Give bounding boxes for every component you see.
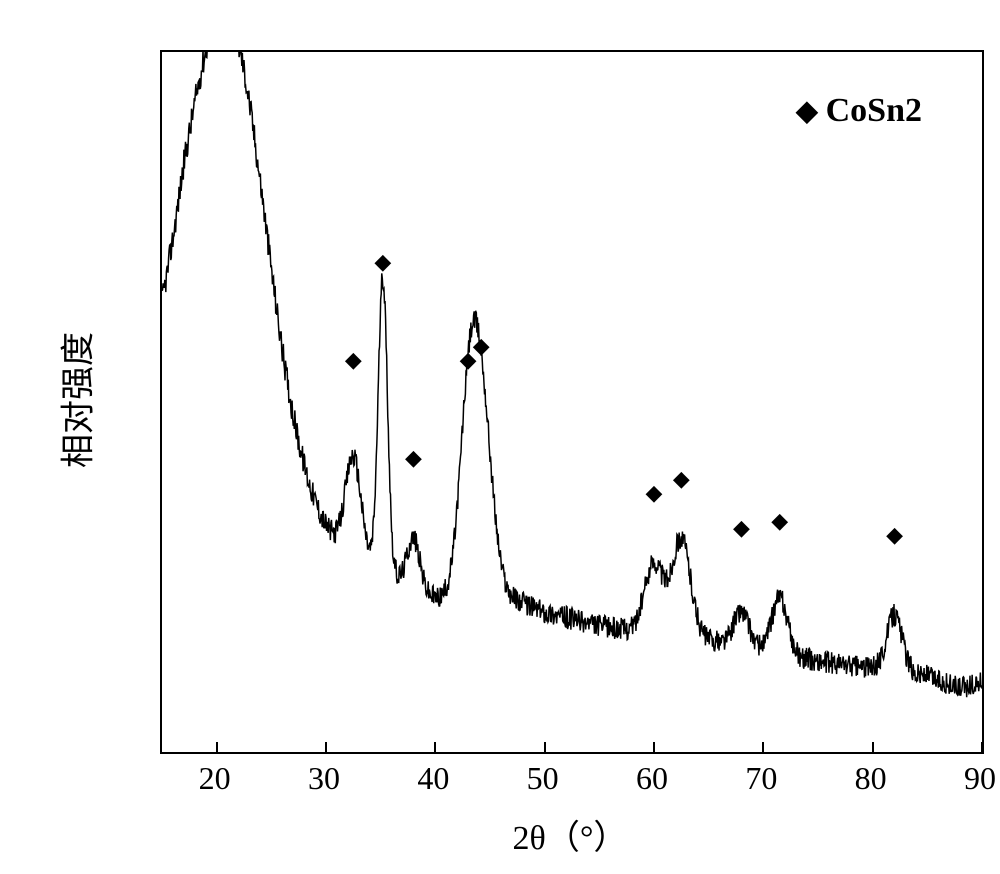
x-tick	[653, 742, 655, 754]
peak-marker-icon: ◆	[673, 466, 690, 492]
peak-marker-icon: ◆	[405, 445, 422, 471]
peak-marker-icon: ◆	[771, 508, 788, 534]
peak-marker-icon: ◆	[646, 480, 663, 506]
x-tick	[872, 742, 874, 754]
xrd-chart: 相对强度 ◆ CoSn2 ◆ ◆ ◆ ◆ ◆ ◆ ◆ ◆ ◆ ◆ 20 30 40 50 60 70 80 90…	[20, 20, 1000, 854]
x-tick	[762, 742, 764, 754]
x-tick	[434, 742, 436, 754]
plot-area: ◆ CoSn2 ◆ ◆ ◆ ◆ ◆ ◆ ◆ ◆ ◆ ◆	[160, 50, 984, 754]
x-tick-label: 30	[308, 760, 340, 797]
legend: ◆ CoSn2	[796, 92, 922, 130]
x-tick-label: 60	[636, 760, 668, 797]
x-tick-label: 50	[527, 760, 559, 797]
peak-marker-icon: ◆	[345, 347, 362, 373]
x-tick	[544, 742, 546, 754]
xrd-spectrum-svg	[162, 52, 982, 752]
peak-marker-icon: ◆	[473, 333, 490, 359]
x-tick-label: 70	[745, 760, 777, 797]
peak-marker-icon: ◆	[733, 515, 750, 541]
legend-marker-icon: ◆	[796, 94, 818, 128]
x-tick-label: 40	[417, 760, 449, 797]
x-tick	[216, 742, 218, 754]
peak-marker-icon: ◆	[374, 249, 391, 275]
peak-marker-icon: ◆	[886, 522, 903, 548]
x-tick	[981, 742, 983, 754]
x-tick	[325, 742, 327, 754]
x-tick-label: 20	[199, 760, 231, 797]
x-tick-label: 90	[964, 760, 996, 797]
legend-label: CoSn2	[826, 92, 922, 130]
y-axis-label: 相对强度	[51, 332, 100, 468]
x-tick-label: 80	[855, 760, 887, 797]
x-axis-label: 2θ（°）	[513, 810, 628, 859]
